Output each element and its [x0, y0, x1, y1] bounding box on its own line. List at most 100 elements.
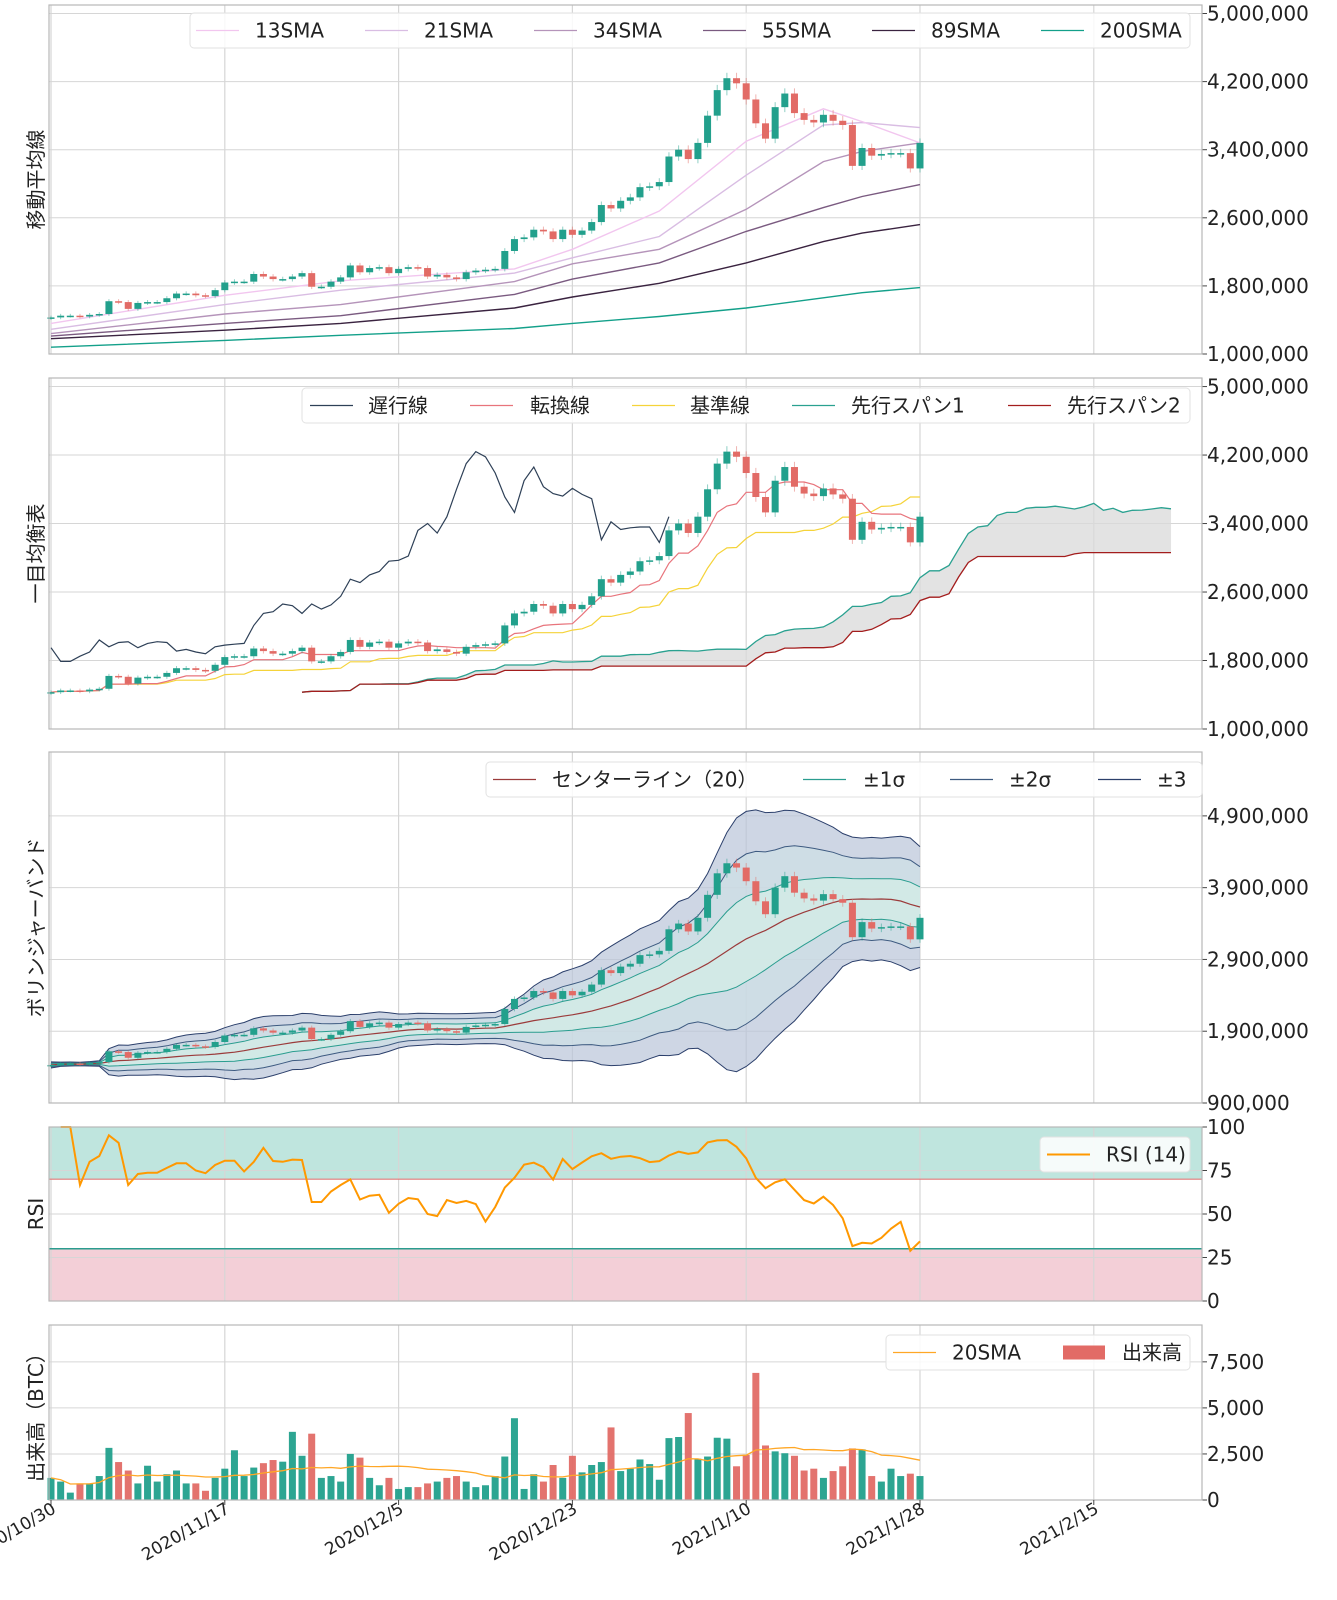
- panel-2: 1,000,000 1,800,000 2,600,000 3,400,000 4,20…: [24, 375, 1309, 741]
- senkou-span-2-line: [301, 551, 1171, 693]
- volume-bar: [781, 1453, 789, 1500]
- volume-bar: [771, 1451, 779, 1500]
- volume-bar: [626, 1468, 634, 1500]
- candle: [404, 639, 412, 646]
- legend-label: 転換線: [530, 394, 590, 418]
- candle: [144, 300, 152, 305]
- candle-body: [337, 651, 345, 657]
- candle-body: [346, 1021, 354, 1032]
- volume-bar: [250, 1467, 258, 1500]
- candle: [510, 610, 518, 629]
- candle: [269, 648, 277, 657]
- candle-body: [771, 887, 779, 915]
- candle: [829, 890, 837, 904]
- candle: [385, 264, 393, 276]
- volume-bar: [481, 1485, 489, 1500]
- candle: [568, 988, 576, 998]
- candle-body: [153, 676, 161, 679]
- volume-bar: [414, 1487, 422, 1500]
- volume-bar: [462, 1481, 470, 1500]
- candle-body: [520, 611, 528, 614]
- candle: [433, 646, 441, 654]
- candle-body: [568, 604, 576, 610]
- candle: [105, 299, 113, 316]
- candle-body: [897, 153, 905, 155]
- candle-body: [752, 473, 760, 497]
- candle: [607, 201, 615, 212]
- candle: [781, 88, 789, 113]
- candle: [201, 667, 209, 673]
- candle: [375, 639, 383, 646]
- volume-bar: [279, 1461, 287, 1500]
- candle: [327, 653, 335, 664]
- candle: [453, 649, 461, 657]
- candle: [288, 1028, 296, 1035]
- volume-sma-line: [50, 1446, 921, 1485]
- volume-bar: [520, 1488, 528, 1500]
- candle-body: [66, 315, 74, 318]
- volume-bar: [356, 1457, 364, 1500]
- legend-item: ±1σ: [803, 768, 905, 792]
- candle-body: [144, 1052, 152, 1054]
- candle-body: [424, 1023, 432, 1031]
- candle: [259, 271, 267, 279]
- legend: 20SMA 出来高: [885, 1334, 1191, 1371]
- candle-body: [906, 153, 914, 169]
- candle-body: [163, 298, 171, 303]
- candle: [105, 673, 113, 691]
- candle: [366, 265, 374, 275]
- candle: [443, 1026, 451, 1034]
- volume-bar: [549, 1465, 557, 1500]
- candle-body: [288, 276, 296, 280]
- candle-body: [201, 669, 209, 672]
- candle-body: [916, 917, 924, 940]
- candle: [723, 72, 731, 96]
- candle-body: [385, 641, 393, 648]
- candle-body: [501, 1008, 509, 1025]
- volume-bar: [510, 1418, 518, 1500]
- candle: [655, 552, 663, 565]
- legend-item: ±3: [1098, 768, 1186, 792]
- candle-body: [723, 863, 731, 874]
- candle-body: [559, 604, 567, 614]
- candle: [192, 291, 200, 298]
- volume-bar: [491, 1476, 499, 1500]
- volume-bar: [259, 1463, 267, 1500]
- candle-body: [86, 314, 94, 317]
- candle-body: [366, 642, 374, 647]
- candle: [57, 1061, 65, 1067]
- candle-body: [539, 229, 547, 232]
- candle-body: [607, 970, 615, 974]
- candle: [269, 1028, 277, 1035]
- candle-body: [279, 279, 287, 281]
- candle-body: [337, 277, 345, 282]
- candle-body: [395, 643, 403, 648]
- candle-body: [404, 1022, 412, 1025]
- candle-body: [530, 604, 538, 612]
- candle-body: [356, 265, 364, 273]
- candle-body: [346, 639, 354, 652]
- candle: [124, 674, 132, 686]
- y-axis-label: RSI: [24, 1198, 48, 1231]
- candle: [530, 988, 538, 1001]
- senkou-span-1-line: [301, 502, 1172, 693]
- candle-body: [337, 1031, 345, 1035]
- sma-line-89sma: [50, 223, 921, 340]
- volume-bar: [704, 1456, 712, 1500]
- candle: [472, 1023, 480, 1030]
- y-tick-label: 25: [1207, 1246, 1232, 1270]
- volume-bar: [298, 1455, 306, 1500]
- candle-body: [57, 1063, 65, 1066]
- candle-body: [105, 301, 113, 314]
- volume-bar: [201, 1490, 209, 1500]
- candle: [279, 651, 287, 657]
- candle: [404, 264, 412, 272]
- candle: [76, 1061, 84, 1066]
- candle-body: [192, 1044, 200, 1047]
- candle: [848, 120, 856, 170]
- candle: [298, 645, 306, 654]
- kijun-line: [50, 496, 920, 693]
- legend-label: 55SMA: [762, 19, 831, 43]
- ichimoku-cloud: [302, 503, 1172, 693]
